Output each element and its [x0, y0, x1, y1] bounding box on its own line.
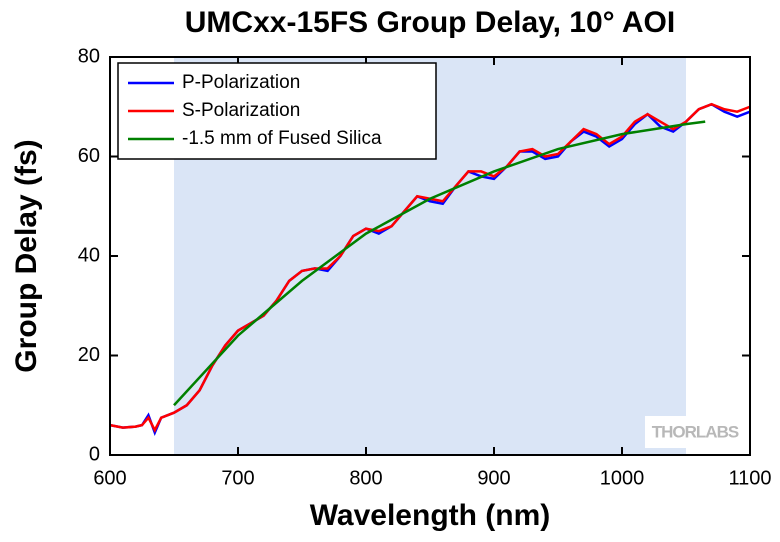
x-axis-label: Wavelength (nm): [310, 499, 551, 532]
watermark: THORLABS: [652, 422, 739, 441]
y-axis-label: Group Delay (fs): [10, 139, 43, 372]
y-tick-label: 0: [89, 443, 100, 465]
series-line: [109, 102, 751, 433]
y-tick-label: 20: [78, 344, 100, 366]
x-tick-label: 900: [477, 467, 510, 489]
series-line: [173, 120, 706, 407]
y-tick-label: 60: [78, 145, 100, 167]
x-tick-label: 1000: [600, 467, 645, 489]
y-tick-label: 40: [78, 244, 100, 266]
watermark-box: [645, 416, 745, 448]
x-tick-label: 700: [221, 467, 254, 489]
chart-title: UMCxx-15FS Group Delay, 10° AOI: [185, 6, 675, 39]
legend-label: P-Polarization: [182, 72, 300, 93]
x-tick-label: 1100: [728, 467, 771, 489]
x-tick-label: 800: [349, 467, 382, 489]
y-tick-label: 80: [78, 45, 100, 67]
legend-box: [117, 62, 437, 160]
legend-label: S-Polarization: [182, 100, 300, 121]
x-tick-label: 600: [93, 467, 126, 489]
legend-label: -1.5 mm of Fused Silica: [182, 128, 382, 149]
